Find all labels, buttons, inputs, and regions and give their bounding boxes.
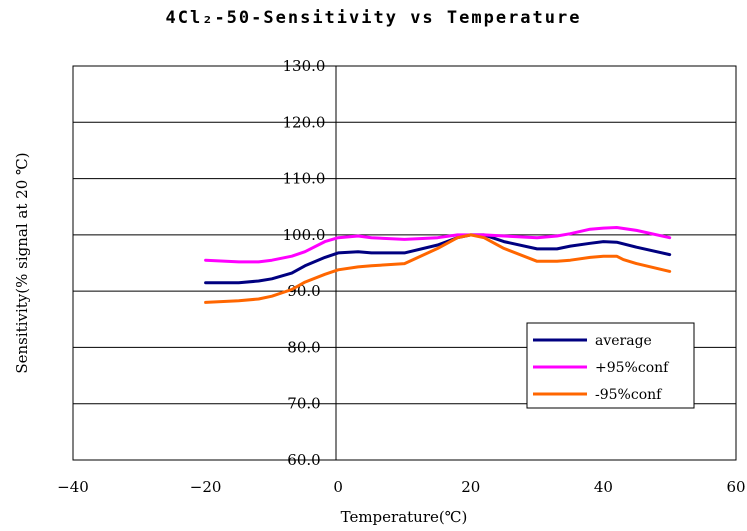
legend: average +95%conf -95%conf	[526, 322, 695, 409]
y-tick-label: 60.0	[287, 451, 320, 469]
y-tick-label: 80.0	[287, 338, 320, 356]
y-tick-label: 90.0	[287, 282, 320, 300]
legend-label: average	[595, 333, 652, 349]
x-axis-title: Temperature(℃)	[341, 508, 468, 526]
y-tick-label: 110.0	[283, 170, 326, 188]
legend-label: -95%conf	[595, 387, 663, 403]
y-tick-label: 120.0	[283, 113, 326, 131]
y-tick-label: 70.0	[287, 395, 320, 413]
y-tick-label: 100.0	[283, 226, 326, 244]
chart-title: 4Cl₂-50-Sensitivity vs Temperature	[165, 8, 582, 28]
legend-label: +95%conf	[595, 360, 670, 376]
y-axis-title: Sensitivity(% signal at 20 ℃)	[13, 152, 31, 373]
x-tick-label: 40	[594, 478, 613, 496]
x-tick-label: 0	[333, 478, 343, 496]
y-tick-label: 130.0	[283, 57, 326, 75]
x-tick-label: −40	[57, 478, 89, 496]
x-tick-label: 60	[726, 478, 745, 496]
series-line-2	[204, 233, 672, 304]
tick-labels: 60.0 70.0 80.0 90.0 100.0 110.0 120.0 130.0 −40 −…	[57, 57, 745, 496]
series-line-1	[204, 226, 672, 264]
x-tick-label: −20	[190, 478, 222, 496]
x-tick-label: 20	[461, 478, 480, 496]
plot-area-border	[72, 65, 737, 461]
series-lines	[204, 226, 672, 304]
